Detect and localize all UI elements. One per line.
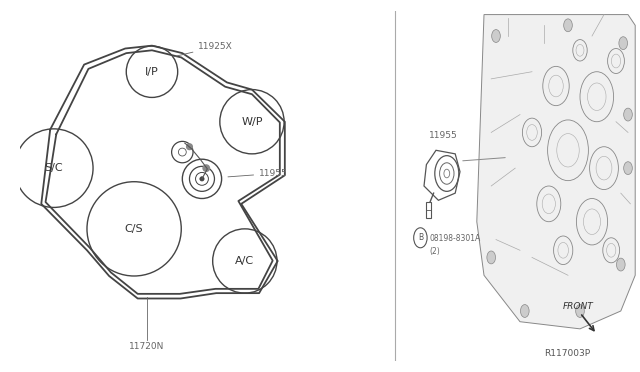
Circle shape xyxy=(623,162,632,174)
Circle shape xyxy=(200,177,204,181)
Circle shape xyxy=(187,144,193,150)
Text: FRONT: FRONT xyxy=(563,302,594,311)
Circle shape xyxy=(520,305,529,317)
Circle shape xyxy=(203,165,209,171)
Circle shape xyxy=(623,108,632,121)
Circle shape xyxy=(487,251,495,264)
Text: W/P: W/P xyxy=(241,117,262,127)
Text: 11925X: 11925X xyxy=(173,42,233,57)
Text: 11955: 11955 xyxy=(228,169,288,178)
Text: B: B xyxy=(418,233,423,242)
Circle shape xyxy=(564,19,572,32)
Text: R117003P: R117003P xyxy=(544,349,590,357)
Text: (2): (2) xyxy=(429,247,440,256)
Text: 11955: 11955 xyxy=(429,131,458,140)
Text: A/C: A/C xyxy=(236,256,254,266)
Polygon shape xyxy=(477,15,636,329)
Text: 11720N: 11720N xyxy=(129,342,164,351)
Text: 08198-8301A: 08198-8301A xyxy=(429,234,481,243)
Circle shape xyxy=(616,258,625,271)
Circle shape xyxy=(576,305,584,317)
Text: C/S: C/S xyxy=(125,224,143,234)
Text: I/P: I/P xyxy=(145,67,159,77)
Text: S/C: S/C xyxy=(44,163,63,173)
Circle shape xyxy=(619,37,628,49)
Circle shape xyxy=(492,30,500,42)
